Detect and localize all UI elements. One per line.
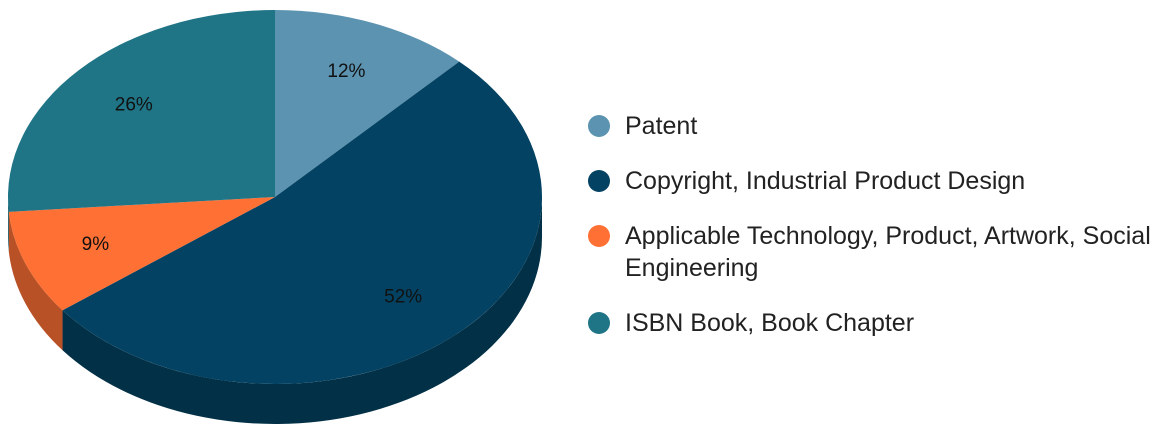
legend-item: Copyright, Industrial Product Design [585, 165, 1175, 197]
slice-side [8, 211, 63, 351]
legend-swatch [588, 115, 610, 137]
legend: Patent Copyright, Industrial Product Desi… [585, 110, 1175, 362]
legend-label: Applicable Technology, Product, Artwork,… [625, 222, 1151, 282]
slice-side [8, 197, 9, 252]
slice [62, 61, 542, 384]
slice-side [62, 197, 542, 424]
legend-swatch [588, 225, 610, 247]
legend-label: ISBN Book, Book Chapter [625, 309, 915, 337]
legend-label: Patent [625, 112, 698, 140]
slice [7, 10, 275, 212]
legend-swatch [588, 170, 610, 192]
legend-swatch [588, 312, 610, 334]
chart: 12% 52% 9% 26% [7, 10, 542, 424]
legend-item: Patent [585, 110, 1175, 142]
data-label: 26% [115, 95, 153, 116]
slice [275, 10, 460, 197]
legend-label: Copyright, Industrial Product Design [625, 167, 1026, 195]
legend-item: Applicable Technology, Product, Artwork,… [585, 220, 1175, 284]
legend-item: ISBN Book, Book Chapter [585, 307, 1175, 339]
slice [8, 197, 275, 311]
data-label: 9% [82, 234, 110, 255]
data-label: 12% [327, 61, 365, 82]
data-label: 52% [384, 286, 422, 307]
